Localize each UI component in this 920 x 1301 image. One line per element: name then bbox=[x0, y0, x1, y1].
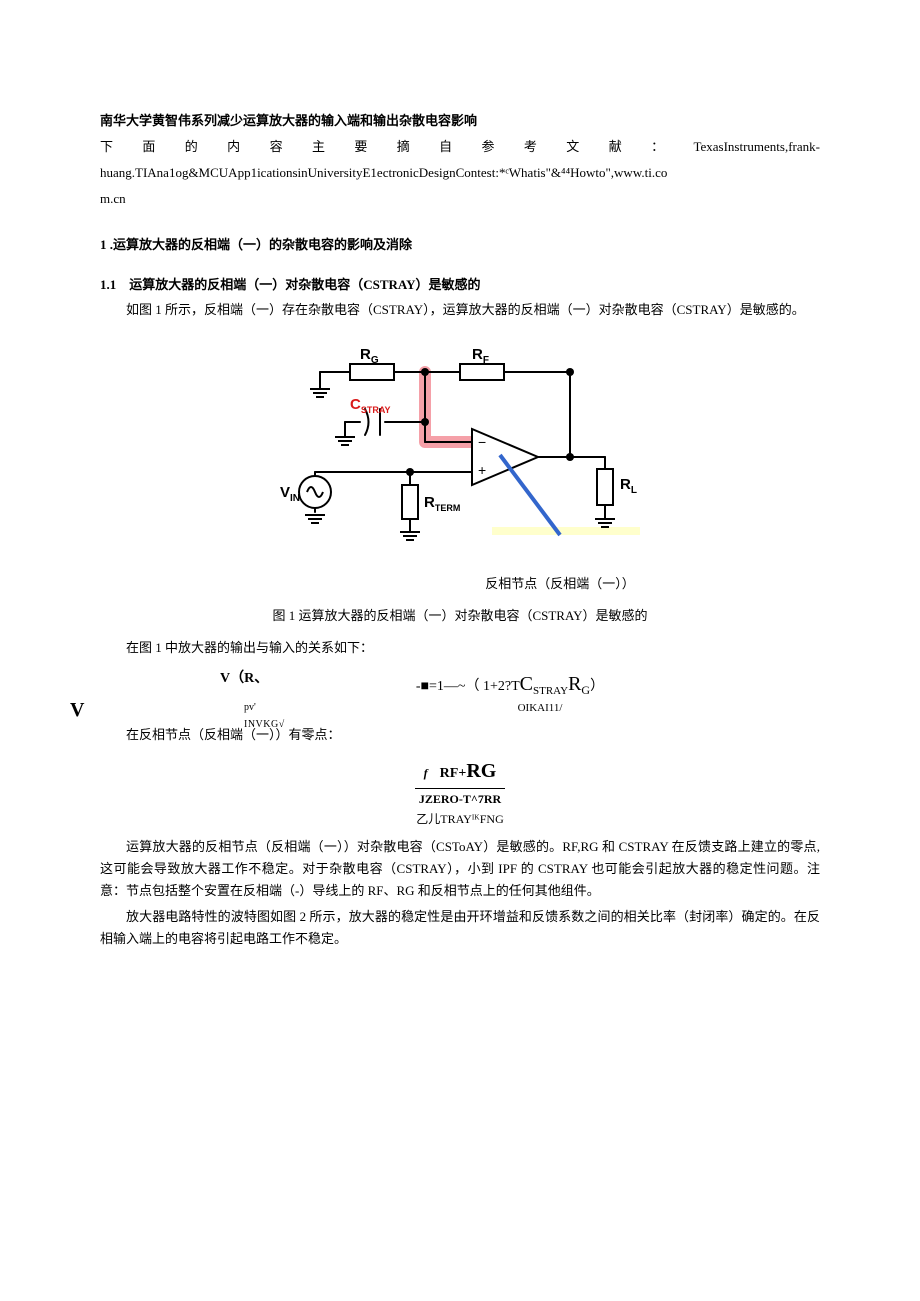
cstray-label: C bbox=[350, 396, 361, 413]
svg-text:RL: RL bbox=[620, 476, 637, 496]
eq1-main: -■=1—~（ 1+2?TCSTRAYRG） bbox=[100, 667, 820, 701]
cstray-sub: STRAY bbox=[361, 405, 391, 415]
eq1-left-v: V bbox=[70, 693, 84, 727]
eq2-sub: 乙儿TRAYᴵᴷFNG bbox=[100, 809, 820, 829]
zero-sentence: 在反相节点（反相端（一））有零点： bbox=[100, 724, 820, 746]
vin-label: V bbox=[280, 484, 290, 501]
after-paragraph-2: 放大器电路特性的波特图如图 2 所示，放大器的稳定性是由开环增益和反馈系数之间的… bbox=[100, 906, 820, 950]
rl-label: R bbox=[620, 476, 631, 493]
equation-1: V V（R、 -■=1—~（ 1+2?TCSTRAYRG） OIKAI11/ p… bbox=[100, 667, 820, 718]
figure-1-caption: 图 1 运算放大器的反相端（一）对杂散电容（CSTRAY）是敏感的 bbox=[100, 605, 820, 627]
eq1-top-left: V（R、 bbox=[220, 667, 268, 691]
figure-1-node-caption: 反相节点（反相端（一）） bbox=[100, 573, 820, 595]
section-1-heading: 1 .运算放大器的反相端（一）的杂散电容的影响及消除 bbox=[100, 234, 820, 256]
eq2-num-rf: RF+ bbox=[440, 766, 467, 781]
ref-line-2: huang.TIAna1og&MCUApp1icationsinUniversi… bbox=[100, 162, 820, 184]
figure-1-circuit: − + RG RF CSTRAY VIN RTERM RL bbox=[280, 337, 640, 567]
ref-line-1: 下面的内容主要摘自参考文献：TexasInstruments,frank- bbox=[100, 136, 820, 158]
eq1-bottom-small: pv'INVKG√ bbox=[244, 699, 285, 733]
eq2-num-lead: f bbox=[424, 766, 440, 780]
opamp-minus: − bbox=[478, 434, 486, 450]
equation-2: f RF+RG JZERO-T^7RR 乙儿TRAYᴵᴷFNG bbox=[100, 754, 820, 830]
ref-line-3: m.cn bbox=[100, 188, 820, 210]
rg-sub: G bbox=[371, 355, 379, 366]
rterm-sub: TERM bbox=[435, 503, 461, 513]
rg-label: R bbox=[360, 346, 371, 363]
svg-text:CSTRAY: CSTRAY bbox=[350, 396, 391, 415]
eq2-num-rg: RG bbox=[466, 760, 496, 782]
eq1-oikai: OIKAI11/ bbox=[100, 699, 820, 718]
svg-text:RTERM: RTERM bbox=[424, 494, 460, 513]
vin-sub: IN bbox=[290, 493, 300, 504]
after-paragraph-1: 运算放大器的反相节点（反相端（一））对杂散电容（CSToAY）是敏感的。RF,R… bbox=[100, 836, 820, 902]
rf-label: R bbox=[472, 346, 483, 363]
doc-title: 南华大学黄智伟系列减少运算放大器的输入端和输出杂散电容影响 bbox=[100, 110, 820, 132]
rterm-label: R bbox=[424, 494, 435, 511]
opamp-plus: + bbox=[478, 462, 486, 478]
svg-text:VIN: VIN bbox=[280, 484, 300, 504]
rf-sub: F bbox=[483, 355, 489, 366]
section-1-1-paragraph: 如图 1 所示，反相端（一）存在杂散电容（CSTRAY），运算放大器的反相端（一… bbox=[100, 299, 820, 321]
rl-sub: L bbox=[631, 485, 637, 496]
figure-1-followup: 在图 1 中放大器的输出与输入的关系如下： bbox=[100, 637, 820, 659]
eq2-den: JZERO-T^7RR bbox=[415, 789, 505, 809]
section-1-1-heading: 1.1 运算放大器的反相端（一）对杂散电容（CSTRAY）是敏感的 bbox=[100, 274, 820, 296]
figure-1-wrap: − + RG RF CSTRAY VIN RTERM RL 反相节点（反相端（一… bbox=[100, 337, 820, 627]
